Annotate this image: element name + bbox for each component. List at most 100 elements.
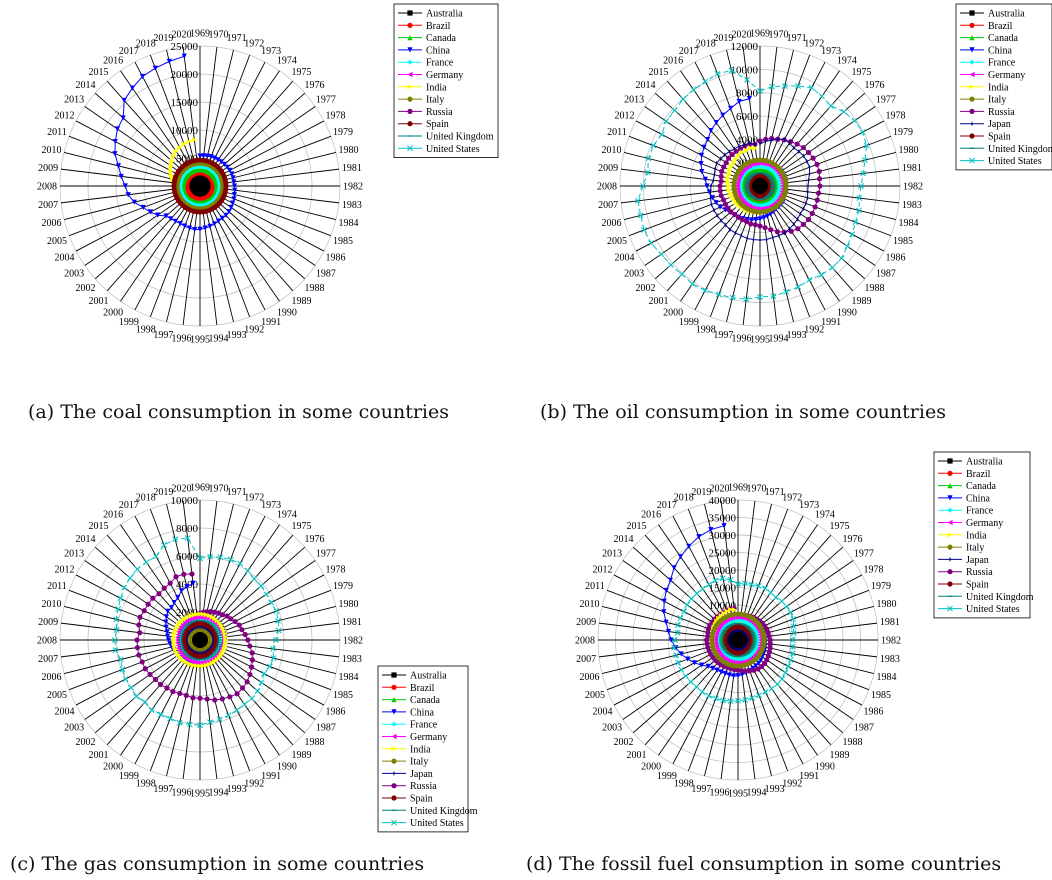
data-point: [142, 699, 149, 705]
data-point: [117, 595, 124, 602]
data-point: [141, 608, 147, 614]
data-point: [761, 215, 767, 221]
data-point: [705, 629, 711, 636]
radial-tick-label: 8000: [176, 523, 199, 535]
data-point: [718, 613, 724, 619]
data-point: [133, 693, 140, 700]
data-point: [690, 86, 697, 93]
data-point: [115, 606, 122, 612]
legend-label: Australia: [426, 9, 463, 20]
legend-entry-brazil: Brazil: [382, 683, 435, 694]
data-point: [743, 218, 750, 225]
legend-marker: [407, 35, 413, 41]
data-point: [155, 212, 161, 218]
data-point: [725, 155, 732, 161]
legend-marker: [969, 84, 975, 90]
legend-label: Canada: [410, 695, 441, 706]
year-tick-label: 1980: [899, 145, 919, 156]
data-point: [200, 611, 206, 617]
legend-marker: [947, 581, 953, 587]
data-point: [173, 574, 179, 580]
data-point: [849, 231, 856, 238]
data-point: [167, 715, 174, 722]
data-point: [698, 152, 705, 158]
data-point: [119, 666, 126, 673]
legend-label: France: [426, 58, 454, 69]
data-point: [792, 145, 795, 151]
data-point: [774, 174, 780, 180]
legend-entry-united-states: United States: [398, 144, 480, 155]
legend-marker: [971, 121, 973, 127]
data-point: [767, 637, 773, 643]
data-point: [176, 719, 183, 726]
data-point: [219, 696, 225, 702]
data-point: [814, 197, 820, 203]
data-point: [686, 543, 692, 549]
data-point: [708, 527, 714, 533]
data-point: [223, 640, 229, 646]
data-point: [702, 287, 709, 294]
data-point: [174, 649, 180, 655]
legend-entry-india: India: [382, 744, 431, 755]
legend-entry-russia: Russia: [960, 107, 1015, 118]
radial-tick-label: 35000: [709, 513, 737, 525]
year-tick-label: 1971: [787, 33, 807, 44]
data-point: [266, 663, 273, 670]
data-point: [667, 577, 674, 583]
data-point: [720, 217, 722, 224]
data-point: [241, 701, 248, 708]
data-point: [180, 656, 186, 663]
data-point: [168, 216, 174, 222]
year-tick-label: 1979: [333, 581, 353, 592]
data-point: [663, 587, 669, 594]
data-point: [771, 234, 774, 241]
legend-entry-france: France: [398, 58, 454, 69]
data-point: [748, 622, 754, 628]
data-point: [111, 637, 118, 643]
year-tick-label: 1975: [291, 521, 311, 532]
data-point: [749, 217, 755, 223]
data-point: [795, 226, 801, 232]
data-point: [709, 195, 712, 201]
data-point: [275, 627, 282, 634]
legend-marker: [391, 758, 397, 764]
radial-tick-label: 20000: [171, 69, 199, 81]
legend-box: [393, 3, 499, 159]
data-point: [728, 190, 734, 196]
year-tick-label: 1995: [190, 789, 210, 800]
data-point: [212, 155, 218, 161]
data-point: [177, 654, 184, 660]
data-point: [230, 175, 236, 181]
data-point: [838, 255, 845, 262]
legend-entry-china: China: [382, 707, 434, 718]
data-point: [648, 240, 655, 247]
data-point: [147, 671, 153, 678]
radial-tick-label: 10000: [171, 495, 199, 507]
year-tick-label: 2000: [103, 761, 123, 772]
legend-marker: [947, 470, 953, 476]
legend-entry-canada: Canada: [382, 695, 441, 706]
data-point: [696, 534, 702, 540]
data-point: [810, 155, 816, 161]
legend-label: Russia: [988, 107, 1015, 118]
series-india: [171, 611, 229, 669]
data-point: [650, 142, 657, 149]
data-point: [237, 560, 244, 567]
year-tick-label: 2001: [627, 750, 647, 761]
data-point: [861, 157, 868, 164]
data-point: [204, 609, 210, 615]
year-tick-label: 1997: [153, 330, 173, 341]
year-tick-label: 2013: [64, 549, 84, 560]
caption-a: (a) The coal consumption in some countri…: [28, 401, 449, 423]
data-point: [723, 160, 729, 166]
data-point: [716, 615, 722, 621]
data-point: [163, 614, 169, 620]
year-tick-label: 2004: [55, 707, 75, 718]
data-point: [743, 668, 749, 674]
data-point: [718, 173, 724, 180]
data-point: [210, 643, 213, 649]
data-point: [757, 294, 763, 300]
data-point: [191, 612, 197, 618]
